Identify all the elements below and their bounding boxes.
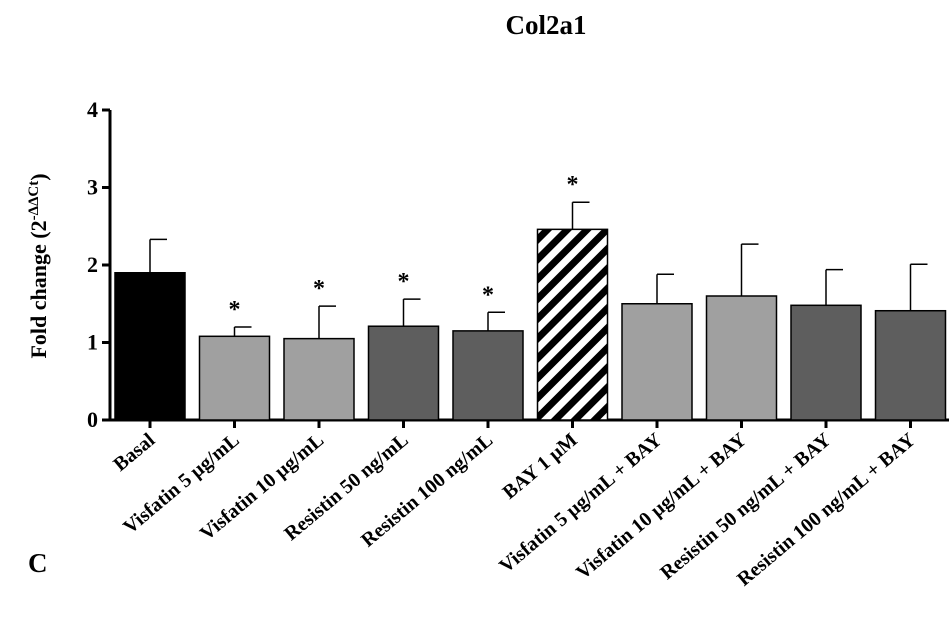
y-tick-label: 0 — [87, 407, 98, 432]
bar — [283, 337, 355, 421]
bar — [198, 335, 271, 421]
x-tick-label: Visfatin 5 µg/mL + BAY — [495, 429, 666, 578]
y-axis-label-superscript: -ΔΔCt — [26, 181, 42, 221]
significance-marker: * — [567, 172, 579, 198]
x-tick-label: Basal — [109, 429, 159, 476]
bar — [790, 304, 862, 421]
x-tick-label: Resistin 50 ng/mL + BAY — [656, 429, 835, 585]
chart-title: Col2a1 — [505, 10, 587, 40]
bar — [874, 309, 947, 421]
y-axis-label-close: ) — [26, 173, 51, 180]
bars: * * * * * — [114, 172, 947, 421]
y-tick-label: 4 — [87, 97, 98, 122]
y-tick-label: 3 — [87, 175, 98, 200]
significance-marker: * — [398, 269, 410, 295]
x-tick-label: Visfatin 10 µg/mL + BAY — [572, 429, 751, 584]
bar — [536, 228, 609, 421]
y-axis-label: Fold change (2-ΔΔCt) — [26, 173, 51, 358]
significance-marker: * — [482, 282, 494, 308]
svg-text:Fold change (2-ΔΔCt): Fold change (2-ΔΔCt) — [26, 173, 51, 358]
y-axis-label-main: Fold change (2 — [26, 220, 51, 358]
bar — [621, 303, 693, 421]
y-tick-label: 2 — [87, 252, 98, 277]
bar — [367, 325, 440, 421]
y-tick-label: 1 — [87, 330, 98, 355]
bar — [452, 330, 524, 421]
panel-label: C — [28, 548, 48, 578]
significance-marker: * — [313, 276, 325, 302]
significance-marker: * — [229, 297, 241, 323]
x-tick-label: BAY 1 µM — [499, 429, 582, 504]
bar — [705, 295, 778, 421]
bar — [114, 272, 186, 421]
